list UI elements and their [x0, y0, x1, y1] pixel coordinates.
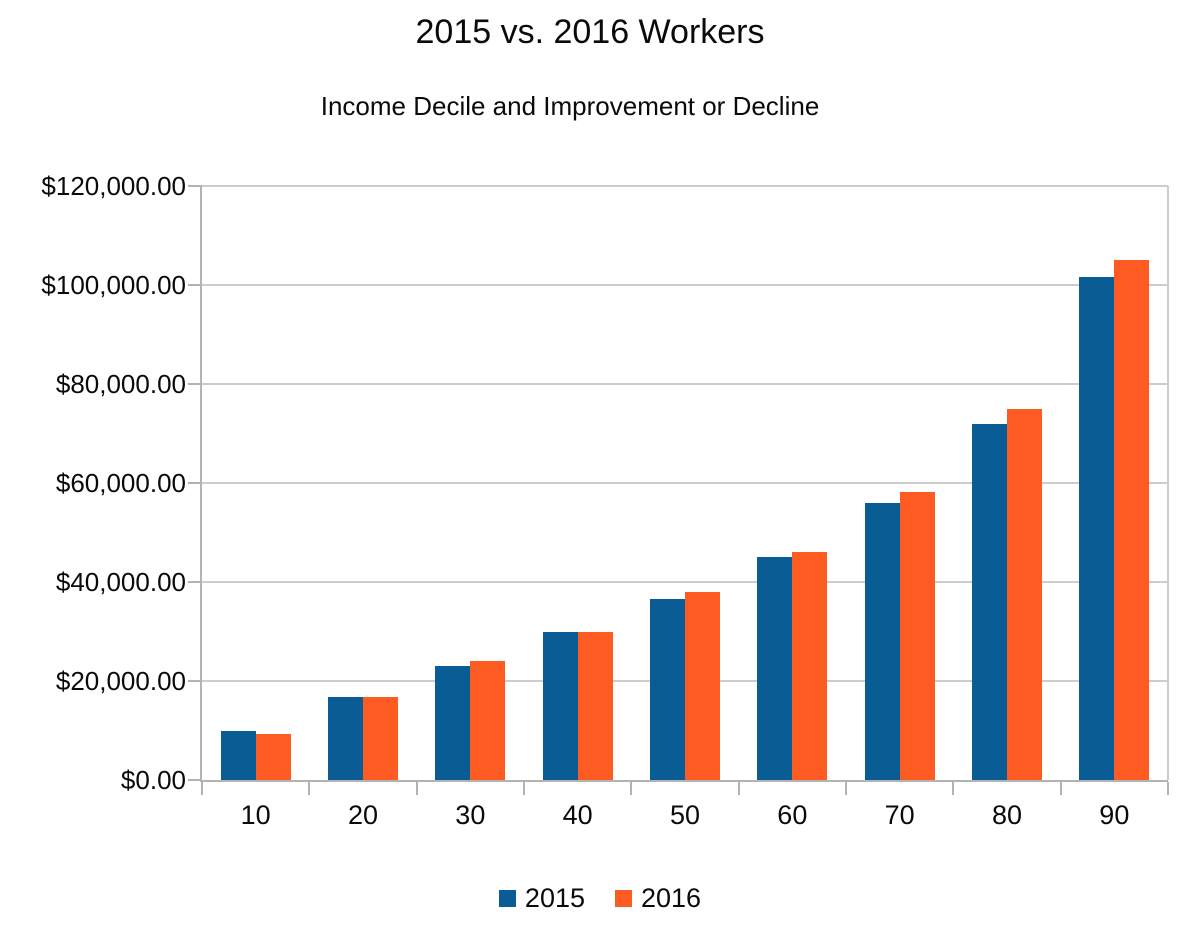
x-axis-label-30: 30: [455, 800, 486, 830]
bar-2016-decile-30: [470, 661, 506, 780]
bar-2016-decile-70: [899, 492, 935, 780]
x-axis-tick-9: [1167, 782, 1169, 795]
bar-2016-decile-80: [1007, 409, 1042, 780]
y-axis-label-80000: $80,000.00: [55, 369, 186, 399]
x-axis-tick-5: [737, 782, 740, 795]
x-axis-tick-0: [201, 782, 203, 795]
bar-2016-decile-40: [577, 631, 613, 780]
legend: 2015 2016: [0, 883, 1200, 913]
x-axis-tick-7: [952, 782, 955, 795]
y-axis-label-60000: $60,000.00: [55, 468, 186, 498]
gridline-80000: [202, 383, 1168, 385]
y-axis-tick-80000: [188, 383, 202, 385]
bar-2016-decile-10: [255, 733, 291, 780]
legend-label-2016: 2016: [641, 883, 702, 913]
x-axis-label-90: 90: [1099, 800, 1130, 830]
x-axis-tick-6: [845, 782, 847, 795]
gridline-60000: [202, 482, 1168, 484]
plot-right-border: [1167, 186, 1169, 780]
y-axis-tick-20000: [188, 680, 202, 682]
y-axis-tick-40000: [188, 581, 202, 583]
x-axis-tick-4: [630, 782, 633, 795]
y-axis-label-0: $0.00: [120, 765, 186, 795]
y-axis-line: [200, 186, 202, 782]
bar-2016-decile-50: [685, 591, 720, 780]
bar-2015-decile-20: [328, 697, 363, 780]
bar-2015-decile-10: [220, 730, 256, 780]
bar-2015-decile-90: [1079, 276, 1115, 780]
x-axis-label-60: 60: [777, 800, 808, 830]
x-axis-label-70: 70: [884, 800, 915, 830]
y-axis-tick-100000: [188, 284, 202, 286]
gridline-100000: [202, 284, 1168, 286]
x-axis-label-10: 10: [240, 800, 271, 830]
y-axis-tick-60000: [188, 482, 202, 484]
y-axis-label-120000: $120,000.00: [41, 171, 186, 201]
gridline-120000: [202, 185, 1168, 187]
x-axis-tick-8: [1059, 782, 1062, 795]
gridline-40000: [202, 581, 1168, 583]
bar-2015-decile-40: [542, 631, 578, 780]
x-axis-tick-2: [415, 782, 418, 795]
x-axis-label-20: 20: [347, 800, 379, 830]
bar-2015-decile-60: [757, 556, 793, 780]
bar-2016-decile-20: [363, 697, 398, 780]
legend-item-2016: 2016: [615, 883, 701, 913]
x-axis-label-50: 50: [669, 800, 701, 830]
x-axis-line: [200, 780, 1168, 782]
y-axis-label-20000: $20,000.00: [55, 666, 186, 696]
y-axis-label-100000: $100,000.00: [41, 270, 186, 300]
legend-swatch-2016: [615, 889, 632, 907]
bar-2016-decile-90: [1114, 260, 1150, 780]
legend-label-2015: 2015: [524, 883, 585, 913]
bar-2015-decile-50: [650, 599, 685, 780]
bar-2016-decile-60: [792, 551, 828, 780]
y-axis-tick-0: [188, 779, 202, 781]
x-axis-label-40: 40: [562, 800, 593, 830]
legend-item-2015: 2015: [498, 883, 585, 913]
y-axis-label-40000: $40,000.00: [55, 567, 186, 597]
bar-2015-decile-70: [864, 502, 900, 780]
bar-2015-decile-30: [435, 665, 471, 780]
x-axis-tick-1: [308, 782, 311, 795]
y-axis-tick-120000: [188, 185, 202, 187]
x-axis-label-80: 80: [991, 800, 1023, 830]
chart-title: 2015 vs. 2016 Workers: [415, 13, 765, 51]
x-axis-tick-3: [523, 782, 525, 795]
bar-2015-decile-80: [972, 423, 1007, 780]
chart-subtitle: Income Decile and Improvement or Decline: [320, 91, 820, 121]
legend-swatch-2015: [498, 889, 516, 907]
